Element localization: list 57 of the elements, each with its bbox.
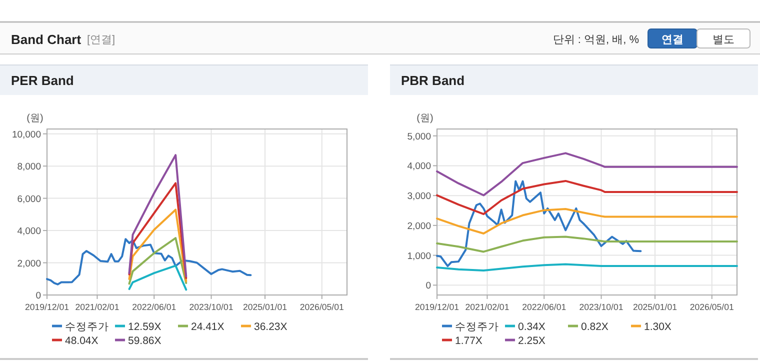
legend-label: 수정주가 <box>455 321 499 333</box>
y-tick-label: 5,000 <box>407 131 431 142</box>
line-series <box>436 236 738 253</box>
y-tick-label: 4,000 <box>17 226 41 238</box>
line-series <box>436 152 738 196</box>
text: 단위 : 억원, 배, % <box>552 34 640 46</box>
y-tick-label: 0 <box>426 280 431 292</box>
line-series <box>46 238 252 286</box>
legend-label: 59.86X <box>128 335 162 347</box>
x-tick-label: 2023/10/01 <box>579 302 624 312</box>
x-tick-label: 2019/12/01 <box>414 302 460 312</box>
line-series <box>436 180 642 268</box>
line-series <box>436 263 738 272</box>
y-tick-label: 2,000 <box>17 258 41 270</box>
x-tick-label: 2022/06/01 <box>522 302 566 312</box>
y-tick-label: 4,000 <box>407 161 431 172</box>
line-series <box>128 182 188 280</box>
line-series <box>436 180 738 216</box>
y-tick-label: 6,000 <box>17 194 41 205</box>
legend-label: 1.77X <box>455 335 482 347</box>
line-series <box>436 208 738 234</box>
y-axis-title: (원) <box>26 113 44 124</box>
legend-label: 0.34X <box>518 321 546 333</box>
line-series <box>128 154 188 278</box>
x-tick-label: 2023/10/01 <box>189 302 234 312</box>
line-series <box>128 264 188 291</box>
y-tick-label: 0 <box>36 290 41 302</box>
text: [연결] <box>87 34 116 46</box>
legend-label: 수정주가 <box>65 321 109 333</box>
line-series <box>128 237 188 285</box>
text: Band Chart <box>11 32 82 47</box>
legend-label: 2.25X <box>518 335 546 347</box>
x-tick-label: 2026/05/01 <box>300 302 344 312</box>
y-tick-label: 1,000 <box>407 250 431 262</box>
y-tick-label: 3,000 <box>407 191 431 202</box>
text: 별도 <box>712 34 734 46</box>
x-tick-label: 2025/01/01 <box>632 302 678 312</box>
chart-title: PBR Band <box>401 73 465 88</box>
x-tick-label: 2025/01/01 <box>242 302 288 312</box>
legend-label: 48.04X <box>65 335 98 347</box>
y-tick-label: 2,000 <box>407 220 431 232</box>
text: 연결 <box>662 34 684 46</box>
legend-label: 0.82X <box>581 321 608 333</box>
x-tick-label: 2026/05/01 <box>690 302 734 312</box>
x-tick-label: 2021/02/01 <box>75 302 120 312</box>
x-tick-label: 2021/02/01 <box>465 302 510 312</box>
x-tick-label: 2019/12/01 <box>24 302 70 312</box>
legend-label: 12.59X <box>128 321 162 333</box>
y-tick-label: 10,000 <box>12 129 41 140</box>
y-axis-title: (원) <box>416 113 434 124</box>
y-tick-label: 8,000 <box>17 162 41 173</box>
legend-label: 24.41X <box>191 321 224 333</box>
line-series <box>128 208 188 282</box>
x-tick-label: 2022/06/01 <box>132 302 176 312</box>
chart-title: PER Band <box>11 73 74 88</box>
legend-label: 36.23X <box>254 321 288 333</box>
legend-label: 1.30X <box>644 321 672 333</box>
